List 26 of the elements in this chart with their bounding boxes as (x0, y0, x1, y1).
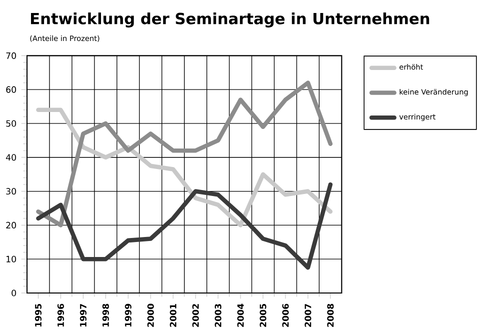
line-series (36, 80, 333, 228)
x-tick-label: 1997 (80, 304, 86, 327)
x-tick-label: 2000 (147, 304, 154, 327)
x-tick-label: 1998 (102, 304, 109, 327)
chart-title: Entwicklung der Seminartage in Unternehmen (31, 12, 430, 28)
x-tick-label: 1995 (34, 304, 42, 327)
x-tick-label: 2003 (214, 304, 222, 327)
x-tick-label: 2004 (237, 304, 244, 327)
x-tick-label: 2002 (192, 304, 199, 327)
x-tick-label: 2008 (327, 304, 334, 327)
x-tick-label: 2007 (304, 304, 312, 327)
y-tick-label: 10 (6, 256, 16, 262)
y-tick-label: 70 (6, 52, 16, 59)
line-series (36, 108, 333, 228)
line-series (36, 182, 333, 270)
y-tick-label: 30 (6, 188, 16, 195)
x-tick-label: 2006 (282, 304, 289, 327)
y-tick-label: 40 (6, 154, 16, 161)
y-tick-label: 60 (6, 86, 16, 93)
x-tick-label: 1996 (57, 304, 64, 327)
y-tick-label: 0 (12, 290, 16, 296)
x-tick-label: 2005 (260, 304, 266, 327)
x-tick-label: 1999 (124, 304, 132, 327)
y-tick-label: 50 (6, 120, 16, 127)
y-tick-label: 20 (6, 222, 16, 228)
x-tick-label: 2001 (170, 304, 176, 327)
